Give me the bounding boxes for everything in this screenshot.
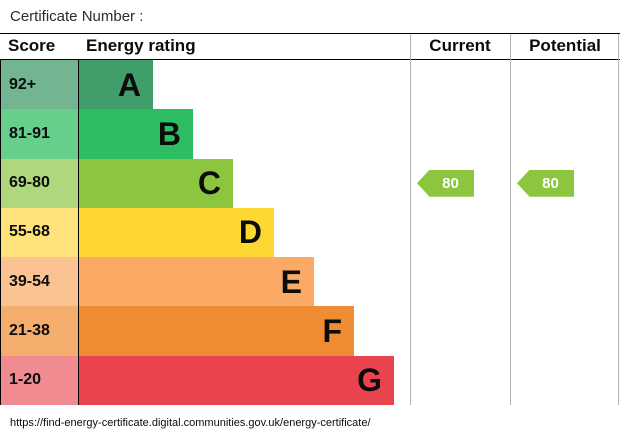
score-label-g: 1-20 [1, 355, 79, 405]
rating-letter-b: B [157, 115, 181, 152]
band-row-c: 69-80 C [1, 158, 410, 208]
score-label-c: 69-80 [1, 158, 79, 208]
current-column-divider [410, 34, 411, 405]
current-rating-value: 80 [442, 174, 459, 192]
rating-bar-b: B [79, 109, 193, 159]
score-column-header: Score [8, 36, 56, 55]
potential-rating-value: 80 [542, 174, 559, 192]
score-label-e: 39-54 [1, 257, 79, 307]
score-label-a: 92+ [1, 60, 79, 110]
certificate-number-label: Certificate Number : [10, 8, 144, 25]
rating-letter-a: A [117, 66, 141, 103]
rating-letter-d: D [238, 214, 262, 251]
band-row-f: 21-38 F [1, 306, 410, 356]
band-row-b: 81-91 B [1, 109, 410, 159]
chart-right-border [618, 34, 619, 405]
band-row-a: 92+ A [1, 60, 410, 110]
score-label-f: 21-38 [1, 306, 79, 356]
rating-bar-a: A [79, 60, 153, 110]
current-column-header: Current [429, 36, 491, 55]
potential-column-header: Potential [529, 36, 601, 55]
rating-bar-g: G [79, 355, 394, 405]
potential-rating-arrow: 80 [517, 169, 574, 197]
rating-bar-e: E [79, 257, 314, 307]
current-rating-arrow: 80 [417, 169, 474, 197]
score-label-b: 81-91 [1, 109, 79, 159]
potential-column-divider [510, 34, 511, 405]
energy-rating-column-header: Energy rating [86, 36, 196, 55]
band-row-e: 39-54 E [1, 257, 410, 307]
footer-url: https://find-energy-certificate.digital.… [10, 417, 371, 429]
score-label-d: 55-68 [1, 207, 79, 258]
rating-letter-c: C [197, 165, 221, 202]
band-row-g: 1-20 G [1, 355, 410, 405]
epc-rating-chart: Score Energy rating Current Potential 92… [0, 33, 620, 405]
rating-bands: 92+ A 81-91 B 69-80 C 55-68 D 39-54 E 21… [0, 60, 410, 405]
rating-letter-g: G [357, 362, 382, 399]
rating-bar-c: C [79, 158, 233, 208]
rating-letter-e: E [280, 263, 302, 300]
rating-bar-d: D [79, 207, 274, 258]
rating-bar-f: F [79, 306, 354, 356]
chart-header-row: Score Energy rating Current Potential [0, 34, 620, 60]
rating-letter-f: F [322, 313, 342, 350]
band-row-d: 55-68 D [1, 207, 410, 258]
